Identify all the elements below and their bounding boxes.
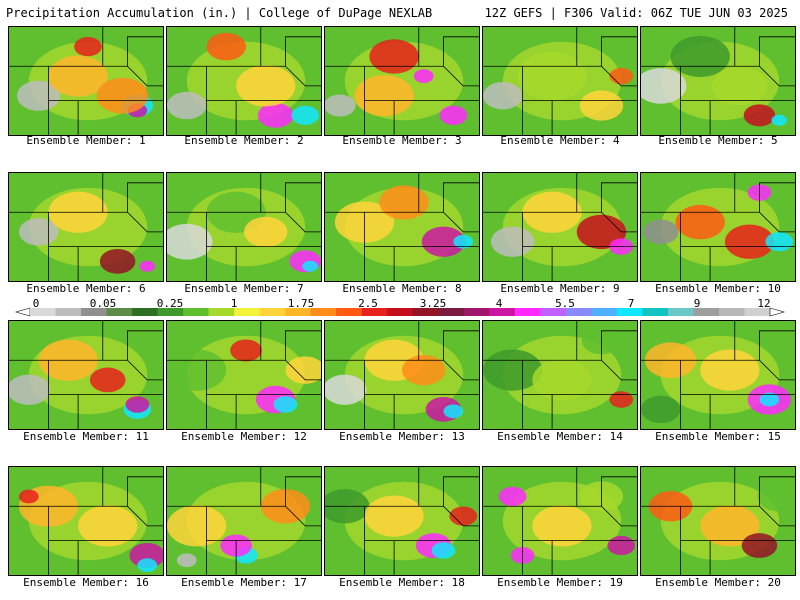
legend-tick-label: 1 <box>230 297 238 310</box>
legend-tick-label: 0 <box>32 297 40 310</box>
ensemble-map-4 <box>482 26 638 136</box>
ensemble-map-20 <box>640 466 796 576</box>
member-caption: Ensemble Member: 6 <box>26 282 146 295</box>
member-caption: Ensemble Member: 13 <box>339 430 465 443</box>
member-caption: Ensemble Member: 17 <box>181 576 307 589</box>
ensemble-map-1 <box>8 26 164 136</box>
ensemble-map-2 <box>166 26 322 136</box>
ensemble-map-14 <box>482 320 638 430</box>
ensemble-map-18 <box>324 466 480 576</box>
ensemble-map-10 <box>640 172 796 282</box>
member-caption: Ensemble Member: 18 <box>339 576 465 589</box>
member-caption: Ensemble Member: 12 <box>181 430 307 443</box>
member-caption: Ensemble Member: 10 <box>655 282 781 295</box>
run-info: 12Z GEFS | F306 Valid: 06Z TUE JUN 03 20… <box>484 6 788 20</box>
legend-tick-label: 9 <box>693 297 701 310</box>
member-caption: Ensemble Member: 5 <box>658 134 778 147</box>
ensemble-map-15 <box>640 320 796 430</box>
member-caption: Ensemble Member: 2 <box>184 134 304 147</box>
ensemble-map-9 <box>482 172 638 282</box>
legend-tick-label: 1.75 <box>287 297 315 310</box>
member-caption: Ensemble Member: 14 <box>497 430 623 443</box>
legend-tick-label: 2.5 <box>358 297 378 310</box>
legend-tick-label: 7 <box>627 297 635 310</box>
member-caption: Ensemble Member: 3 <box>342 134 462 147</box>
member-caption: Ensemble Member: 4 <box>500 134 620 147</box>
ensemble-map-6 <box>8 172 164 282</box>
member-caption: Ensemble Member: 8 <box>342 282 462 295</box>
member-caption: Ensemble Member: 15 <box>655 430 781 443</box>
legend-tick-label: 5.5 <box>555 297 575 310</box>
legend-tick-label: 0.25 <box>156 297 184 310</box>
member-caption: Ensemble Member: 20 <box>655 576 781 589</box>
ensemble-map-5 <box>640 26 796 136</box>
ensemble-map-13 <box>324 320 480 430</box>
ensemble-map-8 <box>324 172 480 282</box>
member-caption: Ensemble Member: 16 <box>23 576 149 589</box>
ensemble-map-11 <box>8 320 164 430</box>
ensemble-map-17 <box>166 466 322 576</box>
member-caption: Ensemble Member: 7 <box>184 282 304 295</box>
color-scale-legend <box>10 296 790 320</box>
ensemble-map-3 <box>324 26 480 136</box>
page-title: Precipitation Accumulation (in.) | Colle… <box>6 6 433 20</box>
member-caption: Ensemble Member: 19 <box>497 576 623 589</box>
ensemble-map-16 <box>8 466 164 576</box>
member-caption: Ensemble Member: 9 <box>500 282 620 295</box>
member-caption: Ensemble Member: 1 <box>26 134 146 147</box>
member-caption: Ensemble Member: 11 <box>23 430 149 443</box>
legend-tick-label: 12 <box>757 297 771 310</box>
ensemble-map-19 <box>482 466 638 576</box>
ensemble-map-7 <box>166 172 322 282</box>
legend-tick-label: 3.25 <box>419 297 447 310</box>
legend-tick-label: 0.05 <box>89 297 117 310</box>
ensemble-map-12 <box>166 320 322 430</box>
legend-tick-label: 4 <box>495 297 503 310</box>
